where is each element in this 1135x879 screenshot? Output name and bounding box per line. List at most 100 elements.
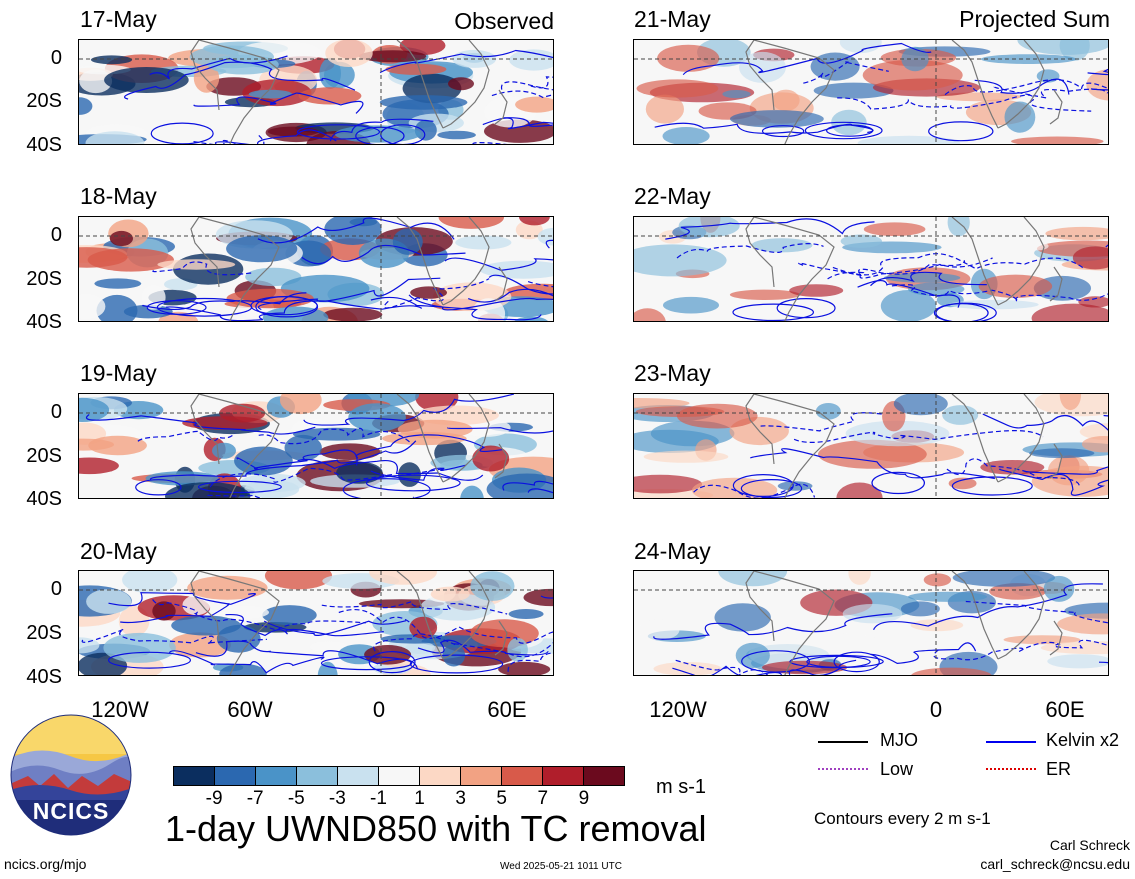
ncics-logo-text: NCICS — [32, 798, 110, 824]
anomaly-shade — [325, 40, 373, 67]
anomaly-shade — [79, 97, 93, 115]
anomaly-shade — [677, 403, 758, 429]
map-field — [79, 571, 553, 675]
kelvin-contour — [837, 94, 1092, 112]
kelvin-contour — [676, 243, 824, 259]
kelvin-contour — [297, 124, 381, 140]
map-panel-right-4 — [633, 570, 1109, 676]
footer-author: Carl Schreck — [1049, 837, 1130, 853]
kelvin-contour — [803, 61, 889, 84]
anomaly-shade — [348, 403, 406, 432]
map-field — [79, 217, 553, 321]
kelvin-contour — [530, 76, 553, 89]
anomaly-shade — [440, 459, 483, 471]
kelvin-contour — [760, 412, 884, 432]
anomaly-shade — [638, 619, 680, 641]
plot-title: 1-day UWND850 with TC removal — [165, 808, 707, 849]
anomaly-shade — [298, 87, 362, 105]
anomaly-shade — [309, 641, 349, 653]
anomaly-shade — [810, 52, 860, 81]
kelvin-contour — [965, 600, 1108, 624]
colorbar-tick-label: 9 — [578, 788, 590, 809]
anomaly-shade — [751, 238, 813, 253]
anomaly-shade — [504, 283, 553, 301]
anomaly-shade — [1029, 448, 1095, 459]
anomaly-shade — [508, 609, 544, 619]
kelvin-contour — [142, 292, 307, 311]
anomaly-shade — [409, 616, 438, 639]
kelvin-contour — [826, 124, 874, 137]
colorbar-cell — [583, 767, 624, 785]
colorbar-cell — [501, 767, 542, 785]
kelvin-contour — [257, 217, 455, 244]
anomaly-shade — [498, 661, 551, 675]
panel-tag-projected: Projected Sum — [959, 6, 1110, 32]
colorbar-tick-label: 7 — [537, 788, 549, 809]
kelvin-contour — [152, 261, 253, 276]
colorbar-cell — [542, 767, 583, 785]
kelvin-contour — [935, 303, 989, 321]
legend-line-low — [818, 768, 868, 770]
anomaly-shade — [212, 442, 236, 459]
anomaly-shade — [857, 135, 961, 144]
kelvin-contour — [137, 430, 236, 442]
kelvin-contour — [149, 440, 417, 481]
anomaly-shade — [636, 79, 719, 98]
kelvin-contour — [928, 121, 994, 142]
anomaly-shade — [714, 603, 771, 632]
anomaly-shade — [980, 460, 1045, 475]
anomaly-shade — [122, 571, 178, 594]
anomaly-shade — [455, 235, 512, 250]
anomaly-shade — [657, 44, 720, 72]
anomaly-shade — [336, 461, 383, 484]
anomaly-shade — [507, 637, 528, 662]
anomaly-shade — [815, 403, 841, 420]
anomaly-shade — [818, 439, 927, 469]
colorbar — [173, 766, 625, 786]
anomaly-shade — [1072, 246, 1108, 270]
kelvin-contour — [798, 260, 966, 277]
kelvin-contour — [1024, 466, 1108, 475]
colorbar-cell — [296, 767, 337, 785]
anomaly-shade — [947, 217, 970, 237]
x-tick-60e-right: 60E — [1045, 697, 1085, 722]
legend-line-mjo — [818, 741, 868, 743]
y-tick-40s-row4: 40S — [26, 666, 62, 688]
anomaly-shade — [1031, 303, 1108, 321]
kelvin-contour — [946, 458, 1080, 487]
kelvin-contour — [500, 81, 553, 91]
anomaly-shade — [279, 394, 322, 415]
anomaly-shade — [319, 443, 381, 460]
anomaly-shade — [79, 637, 100, 654]
contours-note: Contours every 2 m s-1 — [814, 809, 991, 828]
anomaly-shade — [430, 586, 470, 602]
kelvin-contour — [502, 117, 553, 127]
anomaly-shade — [85, 131, 145, 144]
anomaly-shade — [908, 591, 987, 602]
kelvin-contour — [193, 133, 265, 144]
anomaly-shade — [234, 446, 293, 476]
kelvin-contour — [832, 253, 1085, 276]
kelvin-contour — [944, 79, 1108, 96]
map-panel-left-1 — [78, 39, 554, 145]
kelvin-contour — [365, 474, 461, 492]
anomaly-shade — [923, 573, 952, 587]
anomaly-shade — [842, 604, 903, 624]
anomaly-shade — [448, 77, 474, 91]
x-tick-120w-left: 120W — [91, 697, 149, 722]
kelvin-contour — [873, 583, 1103, 631]
anomaly-shade — [141, 285, 166, 310]
anomaly-shade — [157, 259, 236, 270]
legend-label-er: ER — [1046, 759, 1072, 779]
map-field — [634, 571, 1108, 675]
anomaly-shade — [722, 90, 751, 99]
y-tick-0-row4: 0 — [50, 578, 62, 600]
anomaly-shade — [460, 485, 484, 498]
kelvin-contour — [974, 78, 1070, 95]
anomaly-shade — [79, 293, 106, 320]
y-tick-40s-row3: 40S — [26, 488, 62, 510]
anomaly-shade — [79, 438, 114, 451]
coastline-south-america — [745, 394, 835, 498]
kelvin-contour — [258, 427, 414, 446]
kelvin-contour — [297, 458, 484, 481]
